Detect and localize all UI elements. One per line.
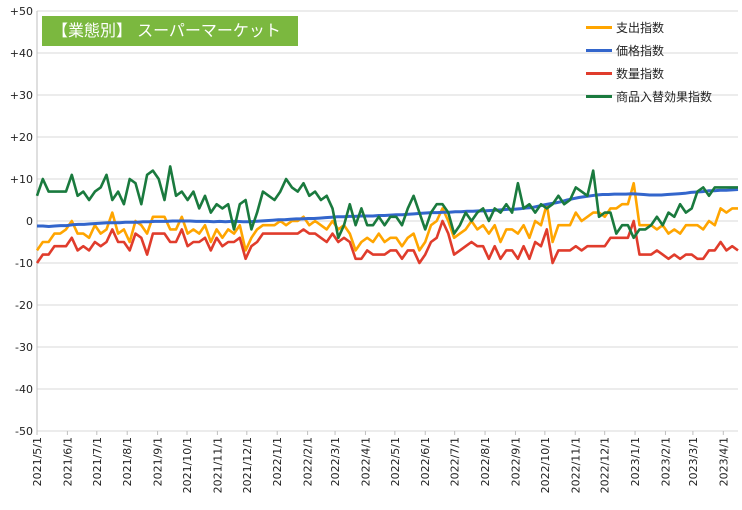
x-tick-label: 2022/11/1 — [569, 437, 582, 493]
x-tick-label: 2021/6/1 — [61, 437, 74, 486]
legend-item-price: 価格指数 — [586, 39, 712, 62]
y-tick-label: +10 — [10, 173, 33, 186]
y-tick-label: 0 — [26, 215, 33, 228]
legend: 支出指数 価格指数 数量指数 商品入替効果指数 — [586, 16, 712, 108]
legend-label-price: 価格指数 — [616, 44, 665, 58]
x-tick-label: 2022/8/1 — [479, 437, 492, 486]
y-tick-label: +50 — [10, 5, 33, 18]
y-tick-label: -10 — [15, 257, 33, 270]
x-tick-labels: 2021/5/1 2021/6/1 2021/7/1 2021/8/1 2021/9/1… — [31, 437, 730, 493]
legend-label-replacement: 商品入替効果指数 — [616, 90, 713, 104]
x-tick-label: 2023/4/1 — [717, 437, 730, 486]
y-tick-label: -50 — [15, 425, 33, 438]
x-tick-label: 2021/10/1 — [181, 437, 194, 493]
series-quantity-line — [35, 219, 739, 265]
legend-swatch-quantity — [586, 72, 612, 75]
x-tick-label: 2022/5/1 — [389, 437, 402, 486]
x-tick-label: 2021/7/1 — [91, 437, 104, 486]
series-lines — [35, 165, 739, 265]
legend-item-quantity: 数量指数 — [586, 62, 712, 85]
legend-swatch-spending — [586, 26, 612, 29]
x-tick-label: 2021/11/1 — [211, 437, 224, 493]
y-tick-label: +20 — [10, 131, 33, 144]
y-tick-labels: +50 +40 +30 +20 +10 0 -10 -20 -30 -40 -50 — [10, 5, 33, 438]
x-tick-label: 2022/1/1 — [271, 437, 284, 486]
x-tick-label: 2022/4/1 — [359, 437, 372, 486]
x-tick-label: 2022/7/1 — [449, 437, 462, 486]
x-tick-label: 2022/3/1 — [329, 437, 342, 486]
series-price-line — [37, 188, 739, 228]
y-tick-label: +30 — [10, 89, 33, 102]
series-replacement-line — [35, 165, 738, 240]
x-tick-label: 2022/2/1 — [302, 437, 315, 486]
legend-label-spending: 支出指数 — [616, 21, 665, 35]
legend-swatch-price — [586, 49, 612, 52]
axis-lines — [36, 11, 724, 435]
legend-item-spending: 支出指数 — [586, 16, 712, 39]
x-tick-label: 2021/9/1 — [152, 437, 165, 486]
x-tick-label: 2023/2/1 — [659, 437, 672, 486]
y-tick-label: -30 — [15, 341, 33, 354]
x-tick-label: 2022/9/1 — [509, 437, 522, 486]
x-tick-label: 2021/5/1 — [31, 437, 44, 486]
y-tick-label: +40 — [10, 47, 33, 60]
x-tick-label: 2022/6/1 — [419, 437, 432, 486]
series-spending-line — [35, 181, 738, 252]
x-tick-label: 2022/10/1 — [539, 437, 552, 493]
y-tick-label: -40 — [15, 383, 33, 396]
x-tick-label: 2022/12/1 — [599, 437, 612, 493]
chart-title: 【業態別】 スーパーマーケット — [42, 16, 298, 46]
legend-item-replacement: 商品入替効果指数 — [586, 85, 712, 108]
y-tick-label: -20 — [15, 299, 33, 312]
legend-label-quantity: 数量指数 — [616, 67, 665, 81]
x-tick-label: 2021/8/1 — [121, 437, 134, 486]
legend-swatch-replacement — [586, 95, 612, 98]
x-tick-label: 2023/3/1 — [687, 437, 700, 486]
x-tick-label: 2023/1/1 — [629, 437, 642, 486]
x-tick-label: 2021/12/1 — [241, 437, 254, 493]
